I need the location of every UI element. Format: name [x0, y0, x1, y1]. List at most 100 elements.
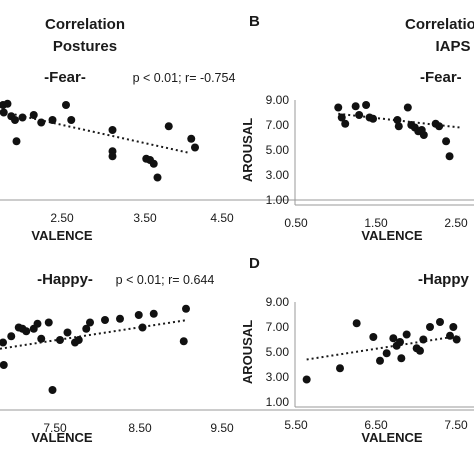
data-point: [382, 349, 391, 358]
data-point: [67, 116, 76, 124]
data-point: [12, 137, 21, 146]
data-point: [337, 113, 346, 122]
x-tick-label: 8.50: [128, 421, 152, 435]
y-tick-label: 1.00: [266, 395, 290, 409]
data-point: [101, 316, 109, 324]
data-point: [179, 337, 188, 346]
data-point: [403, 103, 412, 112]
data-point: [149, 309, 158, 318]
subtitle-iaps-happy: -Happy: [418, 271, 469, 288]
data-point: [352, 319, 361, 328]
y-tick-label: 7.00: [266, 118, 290, 132]
data-point: [419, 335, 428, 344]
x-tick-label: 2.50: [50, 211, 74, 225]
panel-letter-b: B: [249, 13, 260, 30]
data-point: [351, 102, 360, 111]
x-tick-label: 1.50: [364, 216, 388, 230]
data-point: [62, 101, 70, 109]
data-point: [48, 386, 57, 394]
y-tick-label: 3.00: [266, 168, 290, 182]
x-tick-label: 7.50: [444, 418, 468, 432]
x-tick-label: 6.50: [364, 418, 388, 432]
data-point: [394, 122, 403, 131]
data-point: [445, 152, 454, 161]
trend-line: [0, 319, 188, 350]
data-point: [402, 330, 411, 339]
panel-letter-d: D: [249, 255, 260, 272]
x-tick-label: 7.50: [43, 421, 67, 435]
data-point: [86, 318, 94, 327]
y-tick-label: 1.00: [266, 193, 290, 207]
data-point: [341, 119, 350, 128]
y-axis-label: AROUSAL: [240, 320, 255, 384]
panel-iaps-fear: 1.00 3.00 5.00 7.00 9.00 AROUSAL 0.50 1.50 2.50 V…: [240, 93, 474, 243]
data-point: [452, 335, 461, 344]
data-point: [48, 116, 57, 124]
y-axis-label: AROUSAL: [240, 118, 255, 182]
x-axis-label: VALENCE: [361, 430, 422, 445]
data-point: [134, 311, 143, 319]
data-point: [393, 116, 402, 124]
x-tick-label: 9.50: [210, 421, 234, 435]
data-point: [149, 159, 158, 168]
y-tick-label: 7.00: [266, 320, 290, 334]
title-right-line2: IAPS: [435, 38, 470, 55]
data-point: [334, 103, 343, 112]
data-point: [355, 111, 364, 119]
trend-line: [306, 334, 461, 361]
data-point: [63, 328, 72, 337]
panel-postures-fear: 2.50 3.50 4.50 VALENCE: [0, 99, 474, 243]
data-point: [436, 318, 444, 326]
x-tick-label: 0.50: [284, 216, 308, 230]
data-point: [56, 336, 64, 344]
data-point: [191, 143, 199, 152]
data-point: [74, 336, 83, 344]
data-point: [153, 173, 162, 182]
data-point: [442, 137, 451, 146]
stat-postures-fear: p < 0.01; r= -0.754: [133, 71, 236, 85]
subtitle-postures-fear: -Fear-: [44, 69, 86, 86]
data-point: [82, 324, 91, 333]
subtitle-iaps-fear: -Fear-: [420, 69, 462, 86]
x-tick-label: 4.50: [210, 211, 234, 225]
data-point: [44, 318, 53, 327]
data-point: [446, 331, 454, 340]
data-point: [426, 323, 434, 331]
data-point: [3, 99, 12, 108]
data-point: [18, 113, 27, 122]
data-point: [369, 333, 378, 341]
data-point: [362, 101, 371, 109]
data-point: [449, 323, 458, 331]
stat-postures-happy: p < 0.01; r= 0.644: [116, 273, 215, 287]
subtitle-postures-happy: -Happy-: [37, 271, 93, 288]
data-point: [302, 375, 311, 384]
y-tick-label: 5.00: [266, 143, 290, 157]
trend-line: [0, 110, 188, 154]
data-point: [419, 131, 428, 139]
x-tick-label: 5.50: [284, 418, 308, 432]
title-left-line1: Correlation: [45, 16, 125, 33]
panel-postures-happy: 7.50 8.50 9.50 VALENCE: [0, 304, 474, 445]
data-point: [397, 354, 406, 363]
title-left-line2: Postures: [53, 38, 117, 55]
y-tick-label: 9.00: [266, 93, 290, 107]
x-axis-label: VALENCE: [31, 228, 92, 243]
data-point: [22, 327, 31, 336]
data-point: [389, 334, 398, 343]
title-right-line1: Correlation: [405, 16, 474, 33]
data-point: [435, 122, 444, 131]
data-point: [108, 152, 117, 161]
data-point: [0, 108, 8, 117]
data-point: [116, 314, 124, 323]
data-point: [396, 338, 404, 346]
data-point: [33, 319, 42, 328]
data-point: [0, 338, 7, 347]
data-point: [0, 361, 8, 369]
data-point: [108, 126, 117, 134]
data-point: [164, 122, 173, 131]
data-point: [187, 134, 196, 143]
y-tick-label: 5.00: [266, 345, 290, 359]
y-tick-label: 9.00: [266, 295, 290, 309]
y-tick-label: 3.00: [266, 370, 290, 384]
x-tick-label: 2.50: [444, 216, 468, 230]
